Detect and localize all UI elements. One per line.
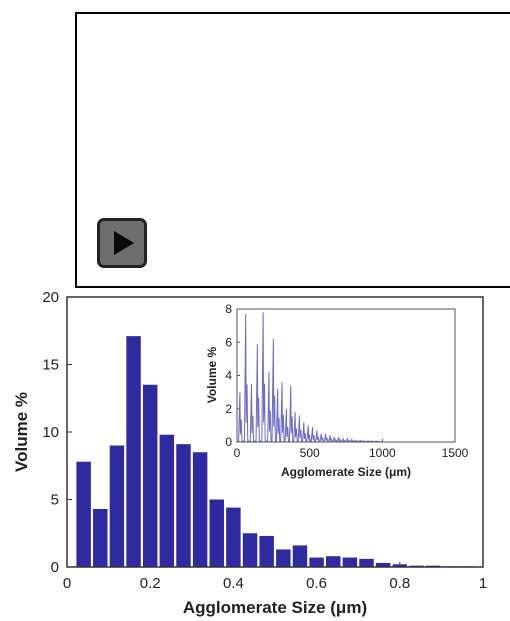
y-tick-label: 10 [42,424,59,441]
inset-x-tick-label: 0 [234,446,241,460]
inset-y-tick-label: 2 [225,402,232,416]
y-tick-label: 20 [42,289,59,306]
histogram-bar [93,508,108,567]
histogram-bar [159,434,175,567]
video-frame [75,12,510,288]
histogram-bar [142,384,158,567]
y-tick-label: 0 [51,559,59,576]
histogram-bar [342,557,358,567]
inset-plot-frame [236,308,456,443]
inset-y-axis-label: Volume % [205,346,219,403]
inset-series-line [236,312,383,443]
x-tick-label: 0 [63,575,71,592]
y-axis-label: Volume % [12,392,31,472]
main-plot-frame [66,296,484,568]
inset-y-tick-label: 4 [225,369,232,383]
histogram-bar [176,444,191,567]
histogram-bar [126,336,141,567]
x-axis-label: Agglomerate Size (μm) [183,598,367,617]
inset-x-tick-label: 500 [300,446,320,460]
histogram-bar [109,445,125,567]
histogram-bar [209,499,224,567]
histogram-bar [326,556,341,567]
y-tick-label: 15 [42,357,59,374]
play-icon [114,231,134,255]
x-tick-label: 1 [479,575,487,592]
histogram-bar [392,564,408,567]
histogram-bar [192,452,208,567]
histogram-bar [76,461,91,567]
inset-x-tick-label: 1500 [442,446,469,460]
x-tick-label: 0.6 [306,575,327,592]
inset-y-tick-label: 6 [225,335,232,349]
histogram-bar [292,545,308,567]
histogram-bar [375,562,391,567]
inset-x-axis-label: Agglomerate Size (μm) [281,465,411,479]
histogram-bar [276,549,291,567]
x-tick-label: 0.8 [389,575,410,592]
histogram-bar [226,507,241,567]
inset-y-tick-label: 0 [225,435,232,449]
histogram-bar [242,533,258,567]
play-button[interactable] [97,218,147,268]
inset-x-tick-label: 1000 [369,446,396,460]
inset-y-tick-label: 8 [225,302,232,316]
y-tick-label: 5 [51,492,59,509]
x-tick-label: 0.4 [223,575,244,592]
histogram-bar [309,557,324,567]
histogram-bar [359,558,374,567]
histogram-bar [259,535,274,567]
x-tick-label: 0.2 [140,575,161,592]
